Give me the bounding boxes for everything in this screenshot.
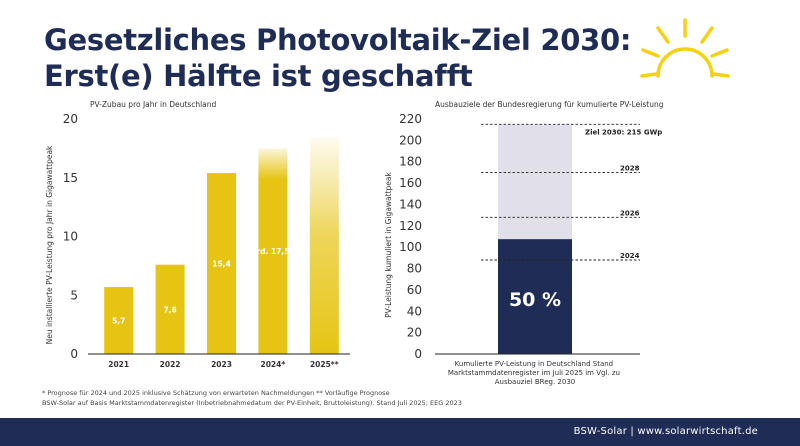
chart1-bar [258,148,288,354]
chart2-ytick: 20 [407,326,422,340]
chart1-title: PV-Zubau pro Jahr in Deutschland [90,100,217,109]
cumulative-pv-chart: Ausbauziele der Bundesregierung für kumu… [384,100,664,386]
chart2-ytick: 180 [399,155,422,169]
target-label: 2028 [620,164,640,172]
chart1-data-label: rd. 17,5 [256,247,289,256]
footnote-line-2: BSW-Solar auf Basis Marktstammdatenregis… [42,399,462,407]
achieved-percent-label: 50 % [509,289,561,311]
chart2-xlabel-line-2: Marktstammdatenregister im Juli 2025 im … [448,369,620,377]
chart1-category-label: 2023 [211,360,232,369]
chart2-ytick: 60 [407,283,422,297]
chart1-ytick: 15 [63,171,78,185]
chart2-ylabel: PV-Leistung kumuliert in Gigawattpeak [384,172,393,318]
chart1-category-label: 2024* [261,360,286,369]
achieved-bar [498,239,572,354]
footer-text: BSW-Solar | www.solarwirtschaft.de [573,426,758,437]
chart2-ytick: 140 [399,197,422,211]
chart2-ytick: 120 [399,219,422,233]
title-line-1: Gesetzliches Photovoltaik-Ziel 2030: [44,23,632,57]
chart2-title: Ausbauziele der Bundesregierung für kumu… [435,100,664,109]
chart1-ytick: 10 [63,230,78,244]
sun-icon [640,18,730,78]
chart1-bar [309,136,339,354]
footer-bar: BSW-Solar | www.solarwirtschaft.de [0,418,800,446]
target-label: Ziel 2030: 215 GWp [585,128,662,136]
footnote: * Prognose für 2024 und 2025 inklusive S… [42,388,602,408]
chart2-ytick: 100 [399,240,422,254]
title-line-2: Erst(e) Hälfte ist geschafft [44,59,473,93]
chart1-bar [104,287,134,354]
annual-pv-chart: PV-Zubau pro Jahr in Deutschland Neu ins… [45,100,350,369]
chart1-category-label: 2025** [310,360,339,369]
chart1-ytick: 5 [70,288,78,302]
chart2-ytick: 200 [399,133,422,147]
page-title: Gesetzliches Photovoltaik-Ziel 2030: Ers… [44,22,631,94]
chart1-category-label: 2022 [160,360,181,369]
chart2-ytick: 80 [407,262,422,276]
footnote-line-1: * Prognose für 2024 und 2025 inklusive S… [42,389,390,397]
chart1-ytick: 20 [63,112,78,126]
target-label: 2024 [620,252,640,260]
chart2-ytick: 160 [399,176,422,190]
chart1-data-label: 5,7 [112,317,125,326]
chart1-data-label: 15,4 [212,260,231,269]
target-label: 2026 [620,209,640,217]
chart1-data-label: 7,6 [163,305,176,314]
chart1-ytick: 0 [70,347,78,361]
chart1-bar [155,264,185,354]
chart2-xlabel-line-1: Kumulierte PV-Leistung in Deutschland St… [455,360,613,368]
chart2-ytick: 0 [414,347,422,361]
chart1-bar [207,173,236,354]
chart2-ytick: 40 [407,304,422,318]
chart1-ylabel: Neu installierte PV-Leistung pro Jahr in… [45,145,54,344]
chart2-ytick: 220 [399,112,422,126]
chart1-category-label: 2021 [108,360,129,369]
chart2-xlabel: Kumulierte PV-Leistung in Deutschland St… [448,360,622,386]
chart2-xlabel-line-3: Ausbauziel BReg. 2030 [495,378,576,386]
